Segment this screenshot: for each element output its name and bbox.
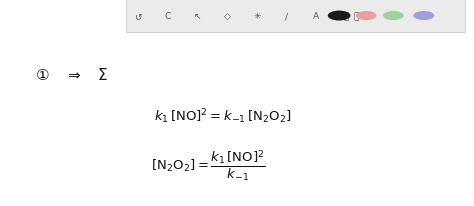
- Circle shape: [383, 12, 404, 21]
- Circle shape: [413, 12, 434, 21]
- Text: ⇒: ⇒: [67, 68, 80, 83]
- Text: $[\mathrm{N_2O_2}] = \dfrac{k_1\,[\mathrm{NO}]^2}{k_{-1}}$: $[\mathrm{N_2O_2}] = \dfrac{k_1\,[\mathr…: [151, 147, 266, 182]
- Text: C: C: [164, 12, 171, 21]
- Text: A: A: [313, 12, 319, 21]
- Text: ①: ①: [36, 68, 49, 83]
- Circle shape: [328, 12, 350, 21]
- Text: Σ: Σ: [97, 68, 107, 83]
- Text: ◇: ◇: [224, 12, 230, 21]
- Circle shape: [356, 12, 377, 21]
- Text: $k_1\,[\mathrm{NO}]^2 = k_{-1}\,[\mathrm{N_2O_2}]$: $k_1\,[\mathrm{NO}]^2 = k_{-1}\,[\mathrm…: [154, 107, 292, 126]
- Text: ↺: ↺: [134, 12, 141, 21]
- Text: ⬜: ⬜: [344, 12, 349, 21]
- Text: ↖: ↖: [193, 12, 201, 21]
- Text: /: /: [285, 12, 288, 21]
- Text: ✳: ✳: [253, 12, 261, 21]
- Text: 🖼: 🖼: [353, 12, 358, 21]
- Bar: [126, 0, 465, 33]
